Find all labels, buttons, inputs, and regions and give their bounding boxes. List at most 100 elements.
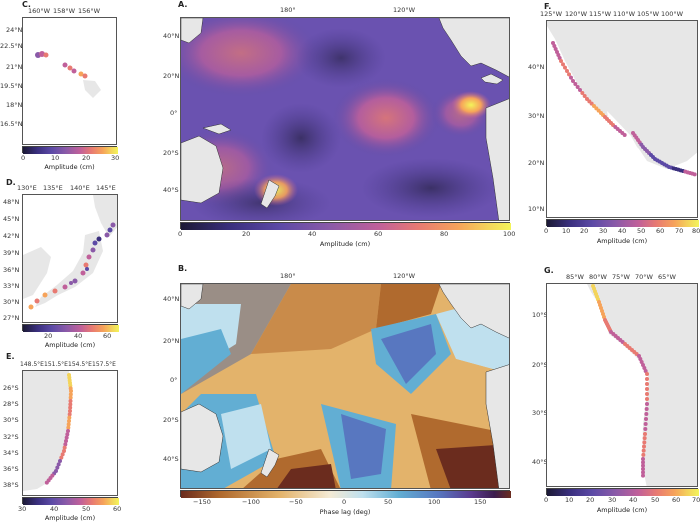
tick-left: 10°N	[528, 205, 545, 213]
australia-map	[22, 370, 118, 496]
panel-d: D. 130°E 135°E 140°E 145°E 48°N 45°N 42°…	[0, 176, 125, 354]
panel-b-label: B.	[178, 264, 188, 273]
tick-top: 154.5°E	[68, 361, 92, 368]
tick-left: 30°S	[3, 416, 19, 424]
tick-top: 105°W	[637, 10, 660, 18]
west-north-america-map	[546, 20, 698, 218]
panel-c: C. 160°W 158°W 156°W 24°N 22.5°N 21°N 19…	[0, 0, 125, 172]
tick-left: 16.5°N	[0, 120, 23, 128]
tick-top: 140°E	[70, 184, 90, 192]
tick-left: 30°S	[532, 409, 548, 417]
cbar-tick: 60	[113, 505, 122, 513]
tick-left: 20°N	[528, 159, 545, 167]
panel-c-label: C.	[22, 0, 31, 9]
tick-left: 20°S	[163, 149, 179, 157]
tick-left: 36°S	[3, 465, 19, 473]
cbar-title: Amplitude (cm)	[596, 237, 648, 245]
tick-left: 30°N	[528, 112, 545, 120]
tick-left: 40°N	[163, 32, 180, 40]
tick-top: 100°W	[661, 10, 684, 18]
tick-top: 156°W	[78, 7, 101, 15]
cbar-tick: 50	[384, 498, 393, 506]
panel-a-label: A.	[178, 0, 188, 9]
tick-left: 45°N	[3, 215, 20, 223]
tick-left: 24°N	[6, 26, 23, 34]
tick-top: 115°W	[589, 10, 612, 18]
tick-top: 180°	[280, 6, 296, 14]
tick-left: 32°S	[3, 433, 19, 441]
tick-top: 160°W	[28, 7, 51, 15]
cbar-tick: 50	[82, 505, 91, 513]
phase-colorbar	[180, 490, 511, 498]
cbar-tick: 80	[440, 230, 449, 238]
tick-top: 75°W	[612, 273, 630, 281]
cbar-tick: 60	[103, 332, 112, 340]
cbar-tick: 60	[672, 496, 681, 504]
tick-top: 157.5°E	[92, 361, 116, 368]
tick-left: 20°N	[163, 72, 180, 80]
panel-g-label: G.	[544, 266, 554, 275]
japan-map	[22, 194, 118, 323]
tick-left: 22.5°N	[0, 42, 23, 50]
tick-left: 19.5°N	[0, 82, 23, 90]
cbar-tick: −150	[193, 498, 211, 506]
cbar-tick: 20	[242, 230, 251, 238]
tick-left: 10°S	[532, 311, 548, 319]
cbar-tick: 30	[18, 505, 27, 513]
cbar-tick: 50	[651, 496, 660, 504]
tick-top: 130°E	[17, 184, 37, 192]
cbar-tick: 0	[21, 154, 26, 162]
tick-top: 65°W	[658, 273, 676, 281]
tick-left: 40°N	[528, 63, 545, 71]
cbar-tick: 30	[111, 154, 120, 162]
panel-b: B. 180° 120°W 40°N 20°N 0° 20°S 40°S	[148, 262, 528, 525]
cbar-tick: 50	[637, 227, 646, 235]
tick-top: 148.5°E	[20, 361, 44, 368]
cbar-tick: 20	[580, 227, 589, 235]
tick-left: 38°S	[3, 481, 19, 489]
amplitude-colorbar	[180, 222, 511, 230]
tick-left: 40°S	[163, 455, 179, 463]
cbar-tick: 20	[586, 496, 595, 504]
west-na-colorbar	[546, 219, 699, 227]
tick-top: 70°W	[635, 273, 653, 281]
tick-left: 0°	[170, 376, 178, 384]
cbar-tick: 0	[342, 498, 347, 506]
hawaii-map	[22, 17, 117, 145]
cbar-tick: 80	[692, 227, 700, 235]
cbar-tick: −50	[289, 498, 303, 506]
tick-left: 40°S	[163, 186, 179, 194]
cbar-tick: 0	[178, 230, 183, 238]
panel-f: F. 125°W 120°W 115°W 110°W 105°W 100°W 4…	[528, 0, 700, 258]
tick-top: 158°W	[53, 7, 76, 15]
panel-g: G. 85°W 80°W 75°W 70°W 65°W 10°S 20°S 30…	[528, 262, 700, 525]
tick-left: 28°S	[3, 400, 19, 408]
cbar-tick: 40	[74, 332, 83, 340]
tick-left: 39°N	[3, 249, 20, 257]
cbar-tick: −100	[242, 498, 260, 506]
panel-d-label: D.	[6, 178, 16, 187]
amplitude-map	[180, 17, 510, 221]
tick-left: 36°N	[3, 266, 20, 274]
tick-left: 0°	[170, 109, 178, 117]
cbar-tick: 40	[629, 496, 638, 504]
tick-left: 42°N	[3, 232, 20, 240]
tick-top: 110°W	[613, 10, 636, 18]
tick-top: 151.5°E	[44, 361, 68, 368]
cbar-title: Amplitude (cm)	[44, 163, 95, 171]
tick-left: 20°S	[532, 361, 548, 369]
cbar-tick: 40	[308, 230, 317, 238]
tick-left: 26°S	[3, 384, 19, 392]
cbar-tick: 30	[599, 227, 608, 235]
cbar-tick: 20	[82, 154, 91, 162]
cbar-title: Amplitude (cm)	[44, 514, 96, 522]
cbar-title: Amplitude (cm)	[596, 506, 648, 514]
tick-left: 20°N	[163, 337, 180, 345]
hawaii-colorbar	[22, 146, 118, 154]
tick-top: 120°W	[393, 272, 416, 280]
tick-top: 80°W	[589, 273, 607, 281]
cbar-tick: 100	[503, 230, 516, 238]
tick-left: 27°N	[3, 314, 20, 322]
cbar-tick: 10	[51, 154, 60, 162]
japan-colorbar	[22, 324, 119, 332]
